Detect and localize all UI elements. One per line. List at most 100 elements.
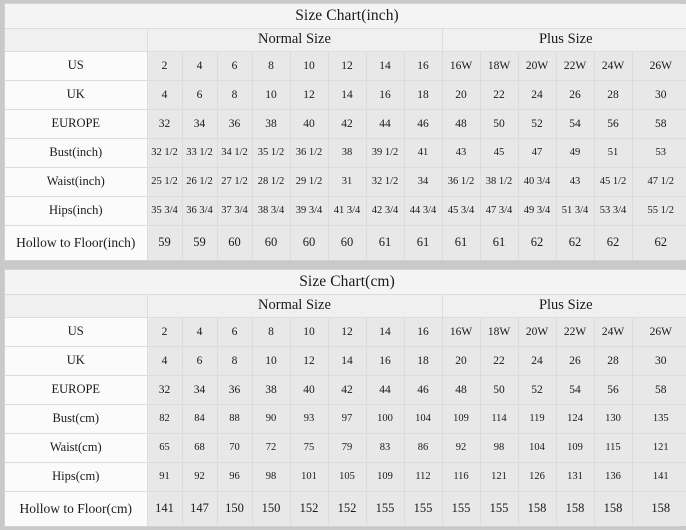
table-row: Hips(inch) 35 3/4 36 3/4 37 3/4 38 3/4 39 3/4… [5, 196, 686, 226]
data-cell: 24W [593, 317, 633, 347]
data-cell: 92 [441, 433, 481, 463]
data-cell: 83 [365, 433, 405, 463]
table-row: UK 4 6 8 10 12 14 16 18 20 22 24 26 28 30 [5, 80, 686, 110]
data-cell: 38 [327, 138, 367, 168]
data-cell: 37 3/4 [216, 196, 253, 226]
group-header-normal-size: Normal Size [146, 294, 443, 318]
data-cell: 52 [517, 375, 557, 405]
data-cell: 18W [479, 51, 519, 81]
data-cell: 32 [146, 109, 183, 139]
data-cell: 20 [441, 80, 481, 110]
data-cell: 59 [181, 225, 218, 260]
data-cell: 34 1/2 [216, 138, 253, 168]
data-cell: 38 [251, 109, 291, 139]
data-cell: 60 [216, 225, 253, 260]
data-cell: 28 1/2 [251, 167, 291, 197]
data-cell: 158 [593, 491, 633, 526]
data-cell: 136 [593, 462, 633, 492]
group-header-row: Normal Size Plus Size [5, 294, 686, 318]
data-cell: 6 [181, 346, 218, 376]
data-cell: 25 1/2 [146, 167, 183, 197]
data-cell: 26W [631, 51, 686, 81]
row-label: Hips(cm) [5, 462, 148, 492]
data-cell: 126 [517, 462, 557, 492]
data-cell: 104 [403, 404, 443, 434]
row-label: UK [5, 346, 148, 376]
table-row: Bust(cm) 82 84 88 90 93 97 100 104 109 114 119 124 13… [5, 404, 686, 434]
data-cell: 68 [181, 433, 218, 463]
data-cell: 40 [289, 109, 329, 139]
data-cell: 92 [181, 462, 218, 492]
data-cell: 34 [403, 167, 443, 197]
data-cell: 30 [631, 346, 686, 376]
data-cell: 16 [365, 346, 405, 376]
data-cell: 62 [593, 225, 633, 260]
data-cell: 51 3/4 [555, 196, 595, 226]
data-cell: 62 [517, 225, 557, 260]
table-row: EUROPE 32 34 36 38 40 42 44 46 48 50 52 54 56 58 [5, 375, 686, 405]
table-row: EUROPE 32 34 36 38 40 42 44 46 48 50 52 54 56 58 [5, 109, 686, 139]
table-row: Bust(inch) 32 1/2 33 1/2 34 1/2 35 1/2 36 1/2… [5, 138, 686, 168]
data-cell: 24 [517, 80, 557, 110]
data-cell: 41 [403, 138, 443, 168]
data-cell: 18 [403, 346, 443, 376]
data-cell: 124 [555, 404, 595, 434]
data-cell: 26W [631, 317, 686, 347]
row-label: Bust(cm) [5, 404, 148, 434]
data-cell: 105 [327, 462, 367, 492]
data-cell: 158 [517, 491, 557, 526]
data-cell: 40 [289, 375, 329, 405]
data-cell: 16W [441, 317, 481, 347]
data-cell: 109 [441, 404, 481, 434]
data-cell: 55 1/2 [631, 196, 686, 226]
data-cell: 30 [631, 80, 686, 110]
data-cell: 28 [593, 346, 633, 376]
data-cell: 96 [216, 462, 253, 492]
data-cell: 43 [441, 138, 481, 168]
data-cell: 155 [403, 491, 443, 526]
data-cell: 16 [403, 317, 443, 347]
data-cell: 70 [216, 433, 253, 463]
data-cell: 4 [181, 317, 218, 347]
data-cell: 6 [216, 317, 253, 347]
table-row: Waist(cm) 65 68 70 72 75 79 83 86 92 98 104 109 115 12… [5, 433, 686, 463]
data-cell: 44 3/4 [403, 196, 443, 226]
data-cell: 49 3/4 [517, 196, 557, 226]
row-label: EUROPE [5, 109, 148, 139]
data-cell: 8 [216, 346, 253, 376]
data-cell: 42 3/4 [365, 196, 405, 226]
data-cell: 61 [479, 225, 519, 260]
data-cell: 42 [327, 109, 367, 139]
data-cell: 47 1/2 [631, 167, 686, 197]
table-row: UK 4 6 8 10 12 14 16 18 20 22 24 26 28 30 [5, 346, 686, 376]
chart-title: Size Chart(inch) [5, 4, 686, 29]
data-cell: 65 [146, 433, 183, 463]
data-cell: 101 [289, 462, 329, 492]
size-table-cm-body: Size Chart(cm) Normal Size Plus Size US 2 4 6 8… [5, 270, 686, 526]
data-cell: 46 [403, 109, 443, 139]
data-cell: 141 [146, 491, 183, 526]
data-cell: 6 [216, 51, 253, 81]
data-cell: 60 [289, 225, 329, 260]
data-cell: 18W [479, 317, 519, 347]
data-cell: 14 [327, 80, 367, 110]
row-label: US [5, 51, 148, 81]
data-cell: 56 [593, 375, 633, 405]
data-cell: 10 [251, 346, 291, 376]
data-cell: 97 [327, 404, 367, 434]
data-cell: 14 [365, 317, 405, 347]
data-cell: 26 [555, 80, 595, 110]
data-cell: 10 [289, 317, 329, 347]
data-cell: 4 [146, 346, 183, 376]
data-cell: 26 1/2 [181, 167, 218, 197]
data-cell: 10 [289, 51, 329, 81]
data-cell: 150 [216, 491, 253, 526]
chart-title: Size Chart(cm) [5, 270, 686, 295]
data-cell: 155 [365, 491, 405, 526]
size-table-inch-body: Size Chart(inch) Normal Size Plus Size US 2 4… [5, 4, 686, 260]
data-cell: 2 [146, 317, 183, 347]
data-cell: 119 [517, 404, 557, 434]
data-cell: 8 [251, 51, 291, 81]
data-cell: 53 [631, 138, 686, 168]
table-row: Hollow to Floor(cm) 141 147 150 150 152 152 155… [5, 491, 686, 526]
